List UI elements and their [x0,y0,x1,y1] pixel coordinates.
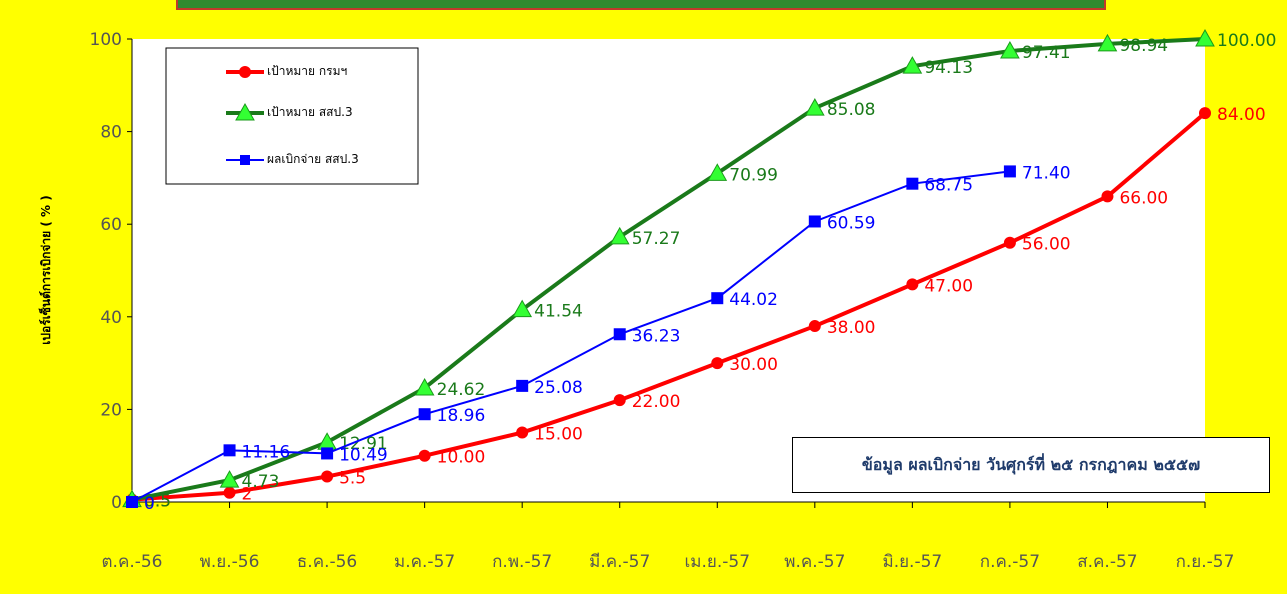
y-tick-label: 100 [90,30,122,50]
data-label: 98.94 [1119,36,1168,56]
data-point [808,320,821,333]
data-point [804,98,825,116]
series-line [131,37,1206,502]
y-axis-label: เปอร์เซ็นต์การเบิกจ่าย ( % ) [38,195,53,344]
data-label: 2 [242,485,253,505]
data-point [321,447,334,460]
data-point [321,470,334,483]
legend-marker [235,102,255,121]
data-point [613,328,626,341]
data-point [223,486,236,499]
data-point [418,449,431,462]
data-label: 70.99 [729,165,778,185]
x-tick-label: ก.ย.-57 [1176,552,1235,572]
data-label: 18.96 [437,406,486,426]
data-label: 60.59 [827,213,876,233]
data-label: 11.16 [242,442,291,462]
data-point [223,444,236,457]
data-label: 100.00 [1217,31,1276,51]
data-label: 44.02 [729,290,778,310]
data-label: 47.00 [924,276,973,296]
x-tick-label: มิ.ย.-57 [882,552,942,572]
x-tick-label: พ.ย.-56 [200,552,260,572]
data-label: 24.62 [437,380,486,400]
data-point [418,408,431,421]
x-tick-label: ก.พ.-57 [492,552,552,572]
data-label: 0 [144,494,155,514]
data-label: 25.08 [534,378,583,398]
x-tick-label: ต.ค.-56 [102,552,163,572]
x-tick-label: ธ.ค.-56 [297,552,357,572]
data-label: 84.00 [1217,105,1266,125]
series-line [131,170,1011,503]
data-label: 22.00 [632,392,681,412]
data-point [126,496,138,508]
data-point [512,299,533,318]
data-point [902,56,923,74]
y-tick-label: 80 [100,123,122,143]
data-point [1003,165,1016,178]
data-label: 94.13 [924,58,973,78]
legend-label: เป้าหมาย กรมฯ [267,64,347,78]
data-label: 15.00 [534,425,583,445]
data-point [906,278,919,291]
data-label: 4.73 [242,472,280,492]
series-line [131,111,1207,502]
data-point [906,177,919,190]
data-point [609,226,630,245]
y-tick-label: 60 [100,215,122,235]
data-label: 0.5 [144,492,171,512]
data-label: 56.00 [1022,235,1071,255]
data-point [1195,28,1215,47]
data-label: 66.00 [1119,188,1168,208]
series-square: 0 11.16 10.49 18.96 25.08 36.23 44.02 60.59 68.7… [126,163,1071,514]
y-tick-label: 40 [100,308,122,328]
data-label: 41.54 [534,302,583,322]
data-point [711,357,724,370]
series-circle: 0.5 2 5.5 10.00 15.00 22.00 30.00 38.00 47.00 56.… [126,105,1266,512]
x-tick-label: ส.ค.-57 [1077,552,1137,572]
data-point [707,163,728,181]
legend-label: ผลเบิกจ่าย สสป.3 [267,152,359,166]
x-tick-label: ม.ค.-57 [394,552,455,572]
data-point [1199,107,1211,120]
data-label: 97.41 [1022,43,1071,63]
data-label: 12.91 [339,434,388,454]
data-label: 10.00 [437,448,486,468]
y-tick-label: 20 [100,400,122,420]
data-label: 5.5 [339,469,366,489]
data-point [516,379,529,392]
series-triangle: 0.5 4.73 12.91 24.62 41.54 57.27 70.99 85.08 94.… [122,28,1276,512]
x-tick-label: เม.ย.-57 [684,552,750,572]
y-tick-label: 0 [111,493,122,513]
data-label: 38.00 [827,318,876,338]
data-point [1101,190,1114,203]
data-label: 36.23 [632,326,681,346]
legend-marker [239,66,251,78]
data-point [808,215,821,228]
data-label: 85.08 [827,100,876,120]
data-point [1000,40,1020,59]
data-point [219,470,240,488]
x-tick-label: มี.ค.-57 [589,552,650,572]
data-point [711,292,724,305]
data-point [1097,33,1118,52]
data-point [613,394,626,407]
x-tick-label: ก.ค.-57 [980,552,1040,572]
data-label: 68.75 [924,176,973,196]
legend-marker [240,155,250,165]
data-point [1003,236,1016,249]
data-point [516,426,529,439]
data-label: 10.49 [339,445,388,465]
data-label: 30.00 [729,355,778,375]
data-date-note: ข้อมูล ผลเบิกจ่าย วันศุกร์ที่ ๒๕ กรกฎาคม… [792,437,1270,493]
data-label: 57.27 [632,229,681,249]
legend-label: เป้าหมาย สสป.3 [267,105,353,119]
title-banner [176,0,1106,10]
data-point [414,377,435,396]
data-label: 71.40 [1022,163,1071,183]
x-tick-label: พ.ค.-57 [784,552,845,572]
